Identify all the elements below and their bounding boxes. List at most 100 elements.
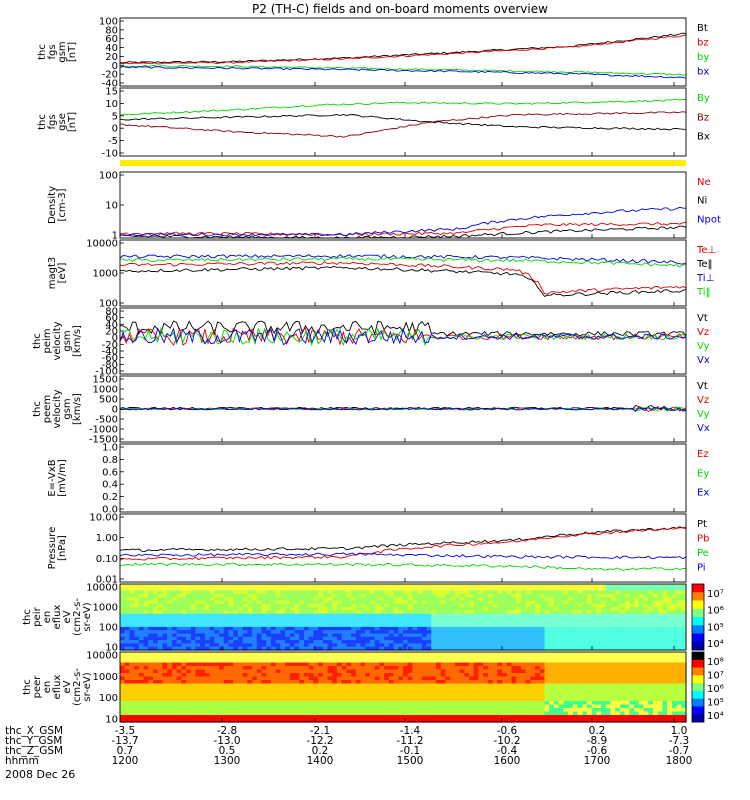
heatmap-cell	[591, 640, 597, 644]
y-tick-label: 1.0	[102, 443, 118, 454]
heatmap-cell	[681, 593, 687, 598]
heatmap-cell	[228, 607, 234, 611]
heatmap-cell	[643, 673, 649, 678]
heatmap-cell	[157, 683, 164, 688]
heatmap-cell	[648, 687, 654, 692]
heatmap-cell	[176, 711, 182, 716]
heatmap-cell	[657, 593, 664, 598]
heatmap-cell	[492, 718, 498, 723]
heatmap-cell	[167, 662, 173, 667]
heatmap-cell	[403, 697, 409, 702]
heatmap-cell	[643, 610, 649, 615]
heatmap-cell	[369, 701, 376, 706]
heatmap-cell	[129, 697, 135, 702]
heatmap-cell	[525, 715, 531, 720]
heatmap-cell	[285, 652, 291, 657]
heatmap-cell	[398, 597, 404, 602]
heatmap-cell	[426, 620, 432, 625]
heatmap-cell	[487, 593, 494, 598]
heatmap-cell	[200, 603, 206, 608]
heatmap-cell	[407, 610, 414, 615]
heatmap-cell	[629, 600, 635, 605]
heatmap-cell	[351, 673, 357, 678]
heatmap-cell	[643, 680, 649, 685]
heatmap-cell	[535, 718, 541, 723]
heatmap-cell	[530, 711, 536, 716]
heatmap-cell	[153, 630, 159, 635]
heatmap-cell	[516, 669, 522, 674]
heatmap-cell	[558, 643, 564, 648]
heatmap-cell	[313, 600, 319, 605]
heatmap-cell	[610, 690, 616, 695]
heatmap-cell	[563, 584, 569, 588]
heatmap-cell	[171, 620, 178, 625]
heatmap-cell	[558, 617, 564, 621]
heatmap-cell	[313, 613, 319, 618]
heatmap-cell	[421, 633, 428, 638]
heatmap-cell	[634, 697, 640, 702]
heatmap-cell	[308, 718, 314, 723]
heatmap-cell	[605, 613, 612, 618]
heatmap-cell	[120, 636, 126, 641]
heatmap-cell	[355, 610, 362, 615]
heatmap-cell	[558, 715, 564, 720]
heatmap-cell	[153, 603, 159, 608]
heatmap-cell	[275, 610, 281, 615]
heatmap-cell	[162, 630, 168, 635]
heatmap-cell	[407, 603, 414, 608]
heatmap-cell	[242, 600, 248, 605]
heatmap-cell	[577, 659, 583, 664]
heatmap-cell	[256, 694, 263, 699]
panel-peim-velocity: thc peim velocity gsm [km/s]806040200-20-40-…	[32, 307, 710, 378]
heatmap-cell	[450, 623, 456, 628]
heatmap-cell	[582, 711, 588, 716]
heatmap-cell	[619, 630, 626, 635]
heatmap-cell	[563, 673, 569, 678]
heatmap-cell	[204, 640, 211, 644]
heatmap-cell	[421, 683, 428, 688]
heatmap-cell	[270, 590, 277, 595]
heatmap-cell	[520, 666, 527, 671]
heatmap-cell	[303, 590, 310, 595]
heatmap-cell	[355, 623, 362, 628]
heatmap-cell	[228, 676, 234, 681]
heatmap-cell	[497, 652, 503, 657]
heatmap-cell	[629, 633, 635, 638]
heatmap-cell	[256, 587, 263, 592]
heatmap-cell	[280, 617, 286, 621]
heatmap-cell	[327, 711, 333, 716]
heatmap-cell	[242, 683, 248, 688]
heatmap-cell	[120, 701, 126, 706]
heatmap-cell	[374, 662, 381, 667]
heatmap-cell	[676, 613, 682, 618]
heatmap-cell	[190, 623, 197, 628]
heatmap-cell	[195, 626, 201, 631]
heatmap-cell	[153, 673, 159, 678]
heatmap-cell	[138, 701, 145, 706]
heatmap-cell	[346, 597, 352, 602]
heatmap-cell	[285, 620, 291, 625]
heatmap-cell	[143, 694, 149, 699]
heatmap-cell	[469, 655, 475, 660]
heatmap-cell	[407, 669, 414, 674]
heatmap-cell	[148, 704, 154, 709]
heatmap-cell	[322, 597, 329, 602]
heatmap-cell	[318, 584, 324, 588]
heatmap-cell	[138, 630, 145, 635]
heatmap-cell	[638, 613, 645, 618]
heatmap-cell	[492, 673, 498, 678]
heatmap-cell	[138, 640, 145, 644]
heatmap-cell	[275, 600, 281, 605]
heatmap-cell	[247, 697, 253, 702]
heatmap-cell	[615, 652, 621, 657]
heatmap-cell	[365, 676, 371, 681]
heatmap-cell	[285, 715, 291, 720]
heatmap-cell	[492, 680, 498, 685]
heatmap-cell	[610, 617, 616, 621]
heatmap-cell	[289, 610, 296, 615]
heatmap-cell	[266, 669, 272, 674]
heatmap-cell	[535, 715, 541, 720]
heatmap-cell	[629, 643, 635, 648]
heatmap-cell	[280, 718, 286, 723]
legend-entry: Vt	[697, 381, 708, 392]
